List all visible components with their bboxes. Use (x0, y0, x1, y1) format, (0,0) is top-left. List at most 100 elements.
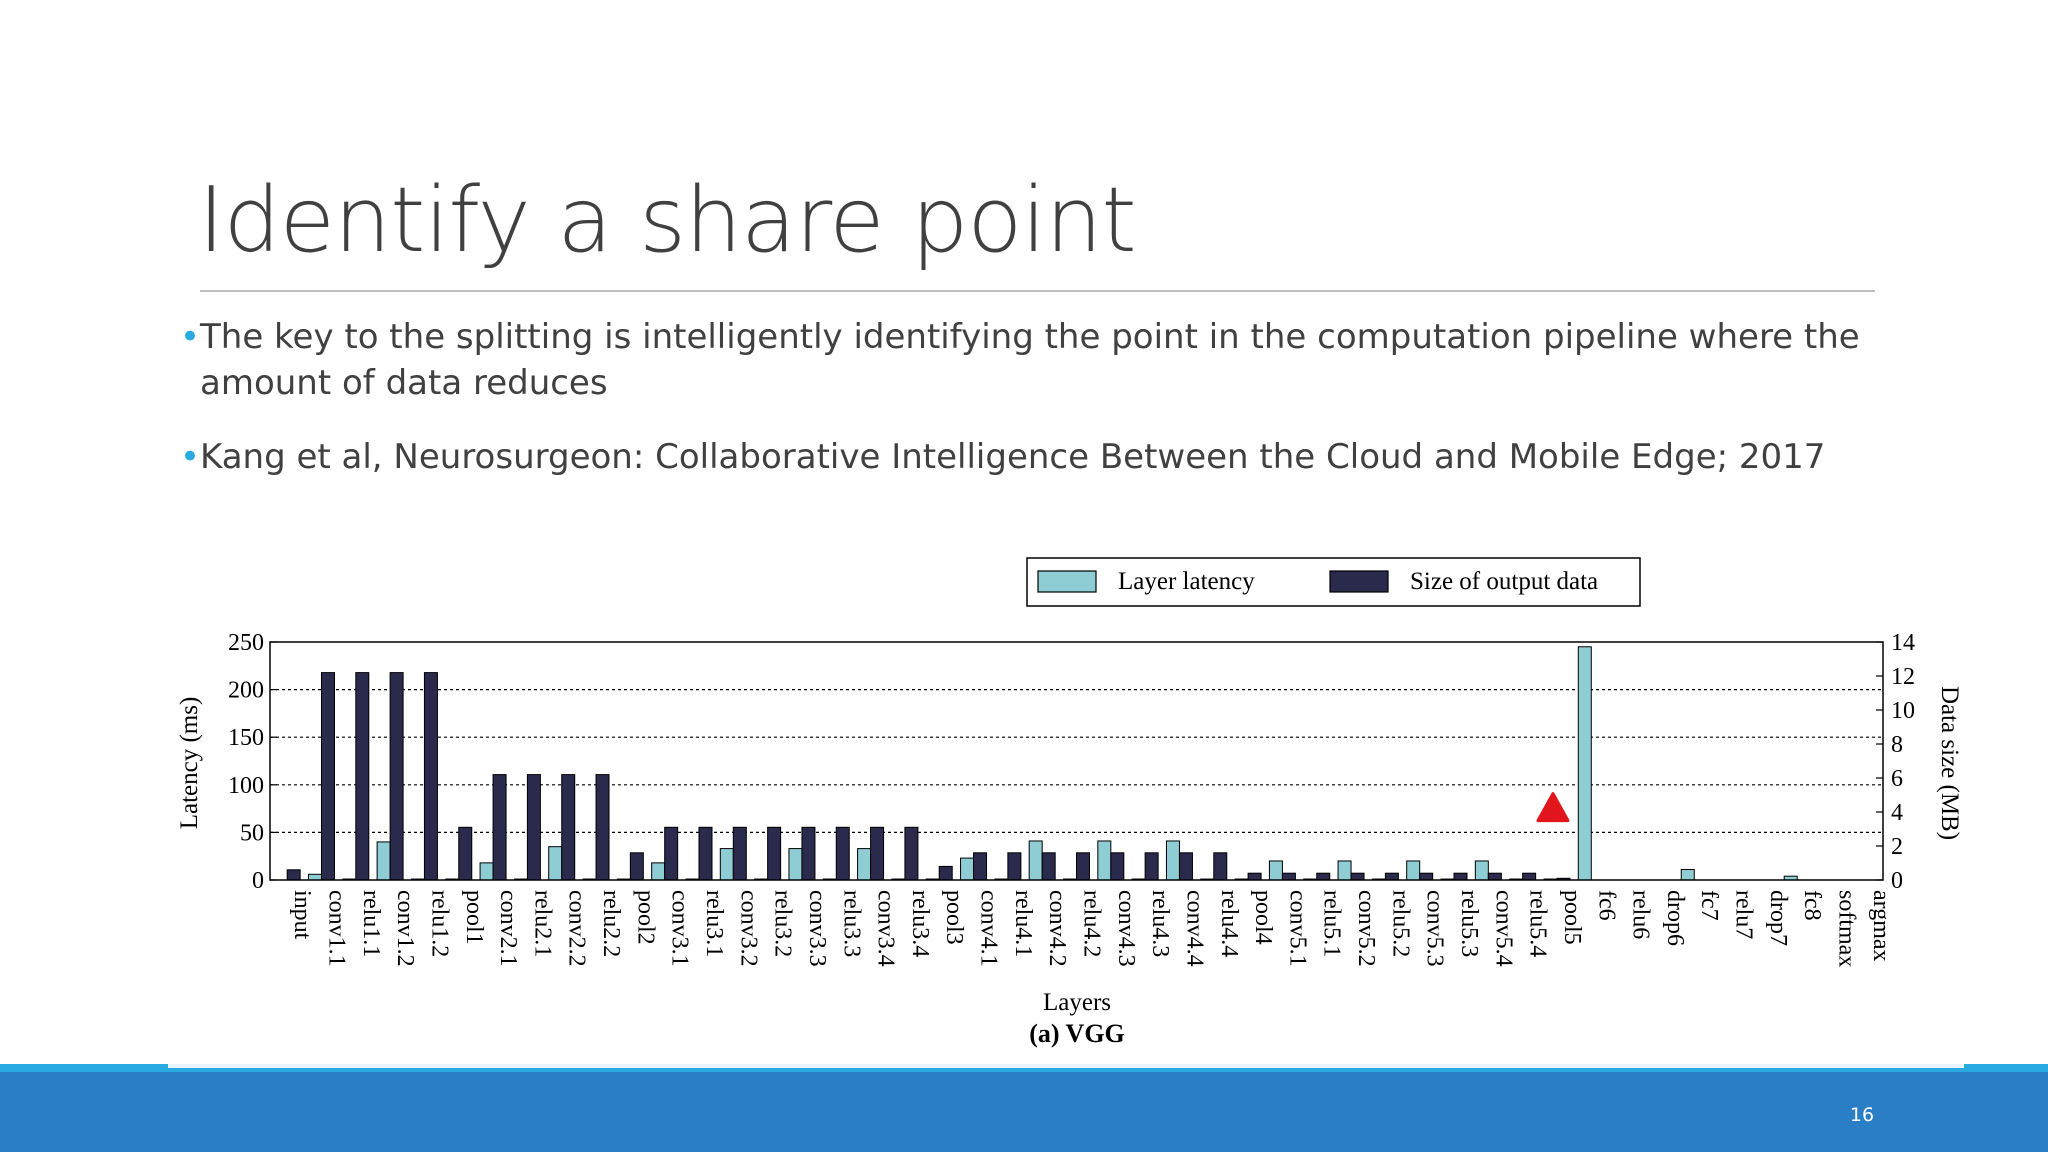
slide-title: Identify a share point (198, 168, 1137, 273)
x-axis-label: Layers (1043, 989, 1111, 1016)
y-axis-label: Latency (ms) (176, 697, 203, 830)
y2-tick-label: 2 (1891, 834, 1903, 860)
bar-latency-conv3.1 (651, 862, 666, 881)
category-label: conv5.3 (1422, 890, 1448, 967)
y-tick-label: 150 (228, 725, 264, 751)
category-label: fc6 (1593, 890, 1619, 921)
bullet-list: • The key to the splitting is intelligen… (180, 314, 1880, 508)
bar-size-relu3.4 (904, 826, 919, 881)
category-label: conv1.1 (323, 890, 349, 967)
bar-size-relu1.1 (355, 672, 370, 881)
bar-size-relu5.2 (1384, 872, 1399, 881)
bar-size-conv3.1 (664, 826, 679, 881)
bar-size-pool4 (1247, 872, 1262, 881)
right-axis-ticks: 0 2 4 6 8 10 12 14 (1876, 630, 1915, 894)
y-tick-label: 0 (252, 868, 264, 894)
category-label: relu4.2 (1079, 890, 1105, 957)
y-tick-label: 200 (228, 678, 264, 704)
bar-size-conv1.2 (389, 672, 404, 881)
category-label: drop7 (1765, 890, 1791, 946)
bar-size-relu3.2 (767, 826, 782, 881)
title-divider (200, 290, 1875, 292)
legend-label-size: Size of output data (1410, 568, 1598, 595)
bar-size-pool2 (629, 852, 644, 881)
category-label: pool3 (941, 890, 967, 945)
page-number: 16 (1849, 1104, 1875, 1126)
bullet-dot-icon: • (180, 437, 201, 477)
footer-bar (0, 1072, 2048, 1152)
category-label: softmax (1834, 890, 1860, 967)
category-label: relu1.2 (426, 890, 452, 957)
category-label: relu3.1 (701, 890, 727, 957)
category-label: argmax (1868, 890, 1894, 962)
bar-latency-conv1.1 (307, 873, 322, 881)
category-label: relu5.3 (1456, 890, 1482, 957)
bar-size-relu3.1 (698, 826, 713, 881)
bar-size-conv4.4 (1178, 852, 1193, 881)
bar-size-conv3.3 (801, 826, 816, 881)
category-labels: input conv1.1 relu1.1 conv1.2 relu1.2 pool1 co… (289, 890, 1894, 967)
y2-tick-label: 0 (1891, 868, 1903, 894)
category-label: relu5.4 (1525, 890, 1551, 957)
category-label: conv2.1 (495, 890, 521, 967)
bar-size-relu5.1 (1316, 872, 1331, 881)
category-label: relu3.2 (770, 890, 796, 957)
footer-highlight (168, 1064, 1964, 1068)
bullet-item: • The key to the splitting is intelligen… (180, 314, 1880, 406)
bar-size-input (286, 869, 301, 881)
category-label: conv5.2 (1353, 890, 1379, 967)
category-label: conv1.2 (392, 890, 418, 967)
bar-size-conv2.2 (561, 774, 576, 881)
bar-size-pool3 (938, 865, 953, 881)
chart-bars (286, 646, 1798, 881)
red-triangle-icon (1536, 792, 1570, 823)
category-label: relu3.4 (907, 890, 933, 957)
category-label: relu2.1 (529, 890, 555, 957)
y-tick-label: 250 (228, 630, 264, 656)
bar-size-relu3.3 (835, 826, 850, 881)
category-label: input (289, 890, 315, 940)
bar-size-conv4.3 (1110, 852, 1125, 881)
bar-size-conv3.4 (870, 826, 885, 881)
category-label: fc8 (1799, 890, 1825, 921)
vgg-latency-chart: 0 50 100 150 200 250 0 2 4 6 8 10 12 14 input conv1.1… (176, 557, 1963, 1048)
y2-tick-label: 8 (1891, 732, 1903, 758)
chart-legend: Layer latency Size of output data (1026, 557, 1641, 607)
category-label: drop6 (1662, 890, 1688, 946)
bullet-text: Kang et al, Neurosurgeon: Collaborative … (200, 437, 1826, 477)
legend-swatch-size (1329, 570, 1389, 593)
left-axis-ticks: 0 50 100 150 200 250 (228, 630, 277, 894)
legend-swatch-latency (1037, 570, 1097, 593)
bar-latency-conv5.3 (1406, 860, 1421, 881)
bullet-text: The key to the splitting is intelligentl… (200, 317, 1860, 403)
y-tick-label: 100 (228, 773, 264, 799)
bullet-dot-icon: • (180, 317, 201, 357)
bar-latency-conv4.4 (1165, 840, 1180, 881)
category-label: relu2.2 (598, 890, 624, 957)
category-label: conv2.2 (564, 890, 590, 967)
bar-latency-conv3.3 (788, 848, 803, 881)
category-label: pool2 (632, 890, 658, 945)
category-label: conv4.4 (1181, 890, 1207, 967)
bar-latency-conv2.1 (479, 862, 494, 881)
category-label: relu7 (1731, 890, 1757, 939)
bar-latency-conv5.2 (1337, 860, 1352, 881)
bar-size-relu4.2 (1076, 852, 1090, 881)
bar-latency-conv5.1 (1268, 860, 1283, 881)
bar-size-relu5.3 (1453, 872, 1468, 881)
category-label: relu4.3 (1147, 890, 1173, 957)
bar-size-relu1.2 (423, 672, 438, 881)
bar-size-relu4.3 (1144, 852, 1159, 881)
category-label: pool1 (461, 890, 487, 945)
bar-latency-conv4.3 (1097, 840, 1112, 881)
plot-frame (269, 641, 1884, 881)
category-label: pool4 (1250, 890, 1276, 945)
category-label: relu6 (1628, 890, 1654, 939)
bar-latency-conv5.4 (1474, 860, 1489, 881)
share-point-marker (1536, 792, 1570, 823)
category-label: relu5.1 (1319, 890, 1345, 957)
bar-size-conv5.3 (1419, 872, 1434, 881)
bar-size-conv4.1 (973, 852, 988, 881)
bar-latency-fc7 (1680, 869, 1695, 881)
category-label: conv3.3 (804, 890, 830, 967)
